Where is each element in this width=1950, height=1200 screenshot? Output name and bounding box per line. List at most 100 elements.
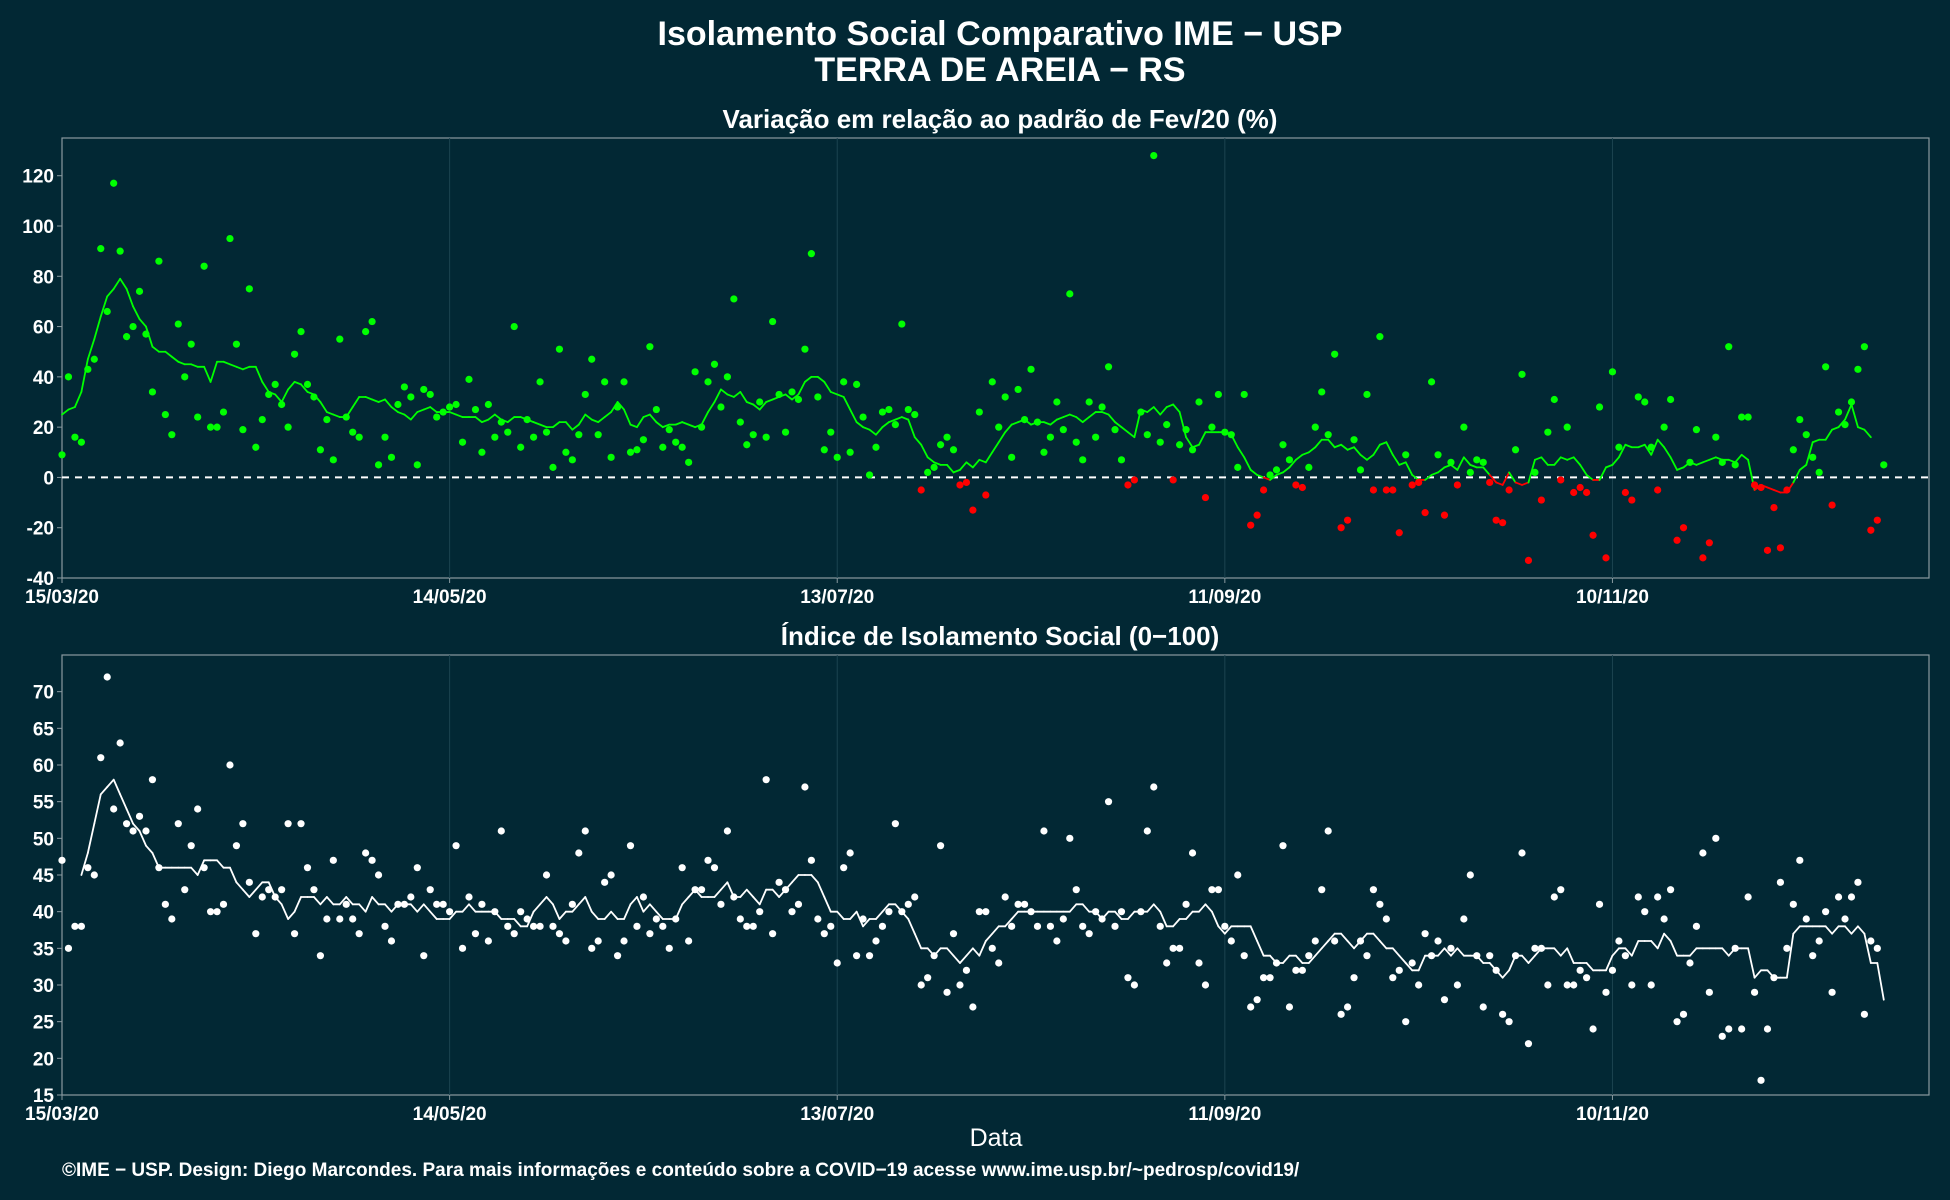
index-data-point <box>1783 944 1791 952</box>
variation-rolling-mean-segment <box>1656 438 1666 449</box>
variation-data-point <box>1285 456 1294 464</box>
variation-data-point <box>917 486 925 494</box>
index-data-point <box>1524 1040 1533 1048</box>
index-rolling-mean-segment <box>293 896 302 913</box>
variation-rolling-mean-segment <box>86 338 96 361</box>
variation-data-point <box>911 410 919 419</box>
variation-rolling-mean-segment <box>984 451 994 464</box>
variation-rolling-mean-segment <box>429 406 438 413</box>
variation-data-point <box>1098 403 1106 411</box>
variation-data-point <box>1815 468 1823 476</box>
index-rolling-mean-segment <box>1004 918 1013 928</box>
index-rolling-mean-segment <box>959 954 968 964</box>
index-data-point <box>1356 937 1365 945</box>
index-data-point <box>820 930 828 938</box>
variation-rolling-mean-segment <box>1152 406 1162 416</box>
variation-data-point <box>1679 524 1688 532</box>
index-rolling-mean-segment <box>610 910 619 920</box>
variation-data-point <box>943 433 951 441</box>
index-data-point <box>1143 827 1151 835</box>
index-rolling-mean-segment <box>132 822 141 832</box>
variation-rolling-mean-segment <box>241 365 251 371</box>
variation-rolling-mean-segment <box>1501 471 1510 486</box>
index-data-point <box>1660 915 1668 923</box>
index-rolling-mean-segment <box>1198 903 1207 913</box>
variation-data-point <box>342 413 350 421</box>
variation-rolling-mean-segment <box>797 380 806 396</box>
variation-data-point <box>1369 486 1378 494</box>
variation-rolling-mean-segment <box>1353 446 1362 456</box>
index-rolling-mean-segment <box>112 778 122 796</box>
variation-data-point <box>1253 511 1261 519</box>
index-data-point <box>1104 798 1113 806</box>
index-data-point <box>1841 915 1849 923</box>
index-data-point <box>1692 922 1701 930</box>
variation-data-point <box>646 343 654 351</box>
index-data-point <box>601 878 609 886</box>
variation-rolling-mean-segment <box>1288 458 1297 469</box>
variation-data-point <box>510 322 518 331</box>
index-data-point <box>484 937 492 945</box>
variation-y-tick-label: 80 <box>33 267 54 288</box>
index-data-point <box>1847 893 1856 901</box>
index-x-tick-label: 10/11/20 <box>1576 1104 1649 1125</box>
variation-y-tick-label: 120 <box>22 167 54 188</box>
index-data-point <box>988 944 996 952</box>
index-data-point <box>1815 937 1823 945</box>
index-data-point <box>342 900 350 908</box>
variation-rolling-mean-segment <box>726 393 735 398</box>
index-rolling-mean-segment <box>745 888 755 898</box>
index-data-point <box>936 842 945 850</box>
index-rolling-mean-segment <box>1010 910 1020 920</box>
index-data-point <box>135 812 144 820</box>
index-rolling-mean-segment <box>713 888 722 898</box>
variation-data-point <box>730 295 738 303</box>
variation-rolling-mean-segment <box>481 418 490 424</box>
variation-data-point <box>1156 438 1164 446</box>
variation-data-point <box>1298 483 1306 492</box>
variation-rolling-mean-segment <box>371 398 380 403</box>
variation-data-point <box>542 428 551 436</box>
variation-rolling-mean-segment <box>1469 463 1478 469</box>
variation-data-point <box>607 453 615 461</box>
index-rolling-mean-segment <box>80 852 89 876</box>
variation-data-point <box>232 340 241 348</box>
variation-data-point <box>1847 398 1856 406</box>
index-data-point <box>407 893 415 901</box>
variation-rolling-mean-segment <box>203 365 212 383</box>
variation-rolling-mean-segment <box>913 436 923 446</box>
bottom-panel-title: Índice de Isolamento Social (0−100) <box>781 621 1220 651</box>
variation-data-point <box>1440 511 1449 519</box>
variation-data-point <box>1699 554 1707 562</box>
index-data-point <box>1027 908 1035 916</box>
variation-rolling-mean-segment <box>655 421 664 429</box>
index-rolling-mean-segment <box>448 910 457 920</box>
index-rolling-mean-segment <box>636 896 645 913</box>
index-data-point <box>975 908 983 916</box>
index-rolling-mean-segment <box>1663 932 1672 942</box>
variation-rolling-mean-segment <box>1695 461 1704 466</box>
index-rolling-mean-segment <box>1630 940 1640 957</box>
variation-data-point <box>1686 458 1694 466</box>
index-rolling-mean-segment <box>364 896 373 913</box>
variation-data-point <box>652 405 660 414</box>
index-x-tick-label: 11/09/20 <box>1188 1104 1261 1125</box>
index-rolling-mean-segment <box>513 918 522 928</box>
variation-rolling-mean-segment <box>1262 476 1271 481</box>
index-data-point <box>1395 966 1403 974</box>
variation-data-point <box>1434 451 1442 459</box>
index-data-point <box>588 944 596 952</box>
variation-data-point <box>814 393 822 401</box>
variation-data-point <box>1447 458 1455 466</box>
variation-rolling-mean-segment <box>300 383 309 393</box>
variation-rolling-mean-segment <box>804 375 813 383</box>
variation-data-point <box>387 453 396 461</box>
index-data-point <box>949 930 958 938</box>
variation-data-point <box>271 380 279 388</box>
variation-data-point <box>1402 451 1410 459</box>
variation-data-point <box>1395 529 1403 537</box>
variation-rolling-mean-segment <box>364 396 373 401</box>
variation-data-point <box>206 423 215 431</box>
index-data-point <box>794 900 803 908</box>
variation-rolling-mean-segment <box>332 413 341 418</box>
